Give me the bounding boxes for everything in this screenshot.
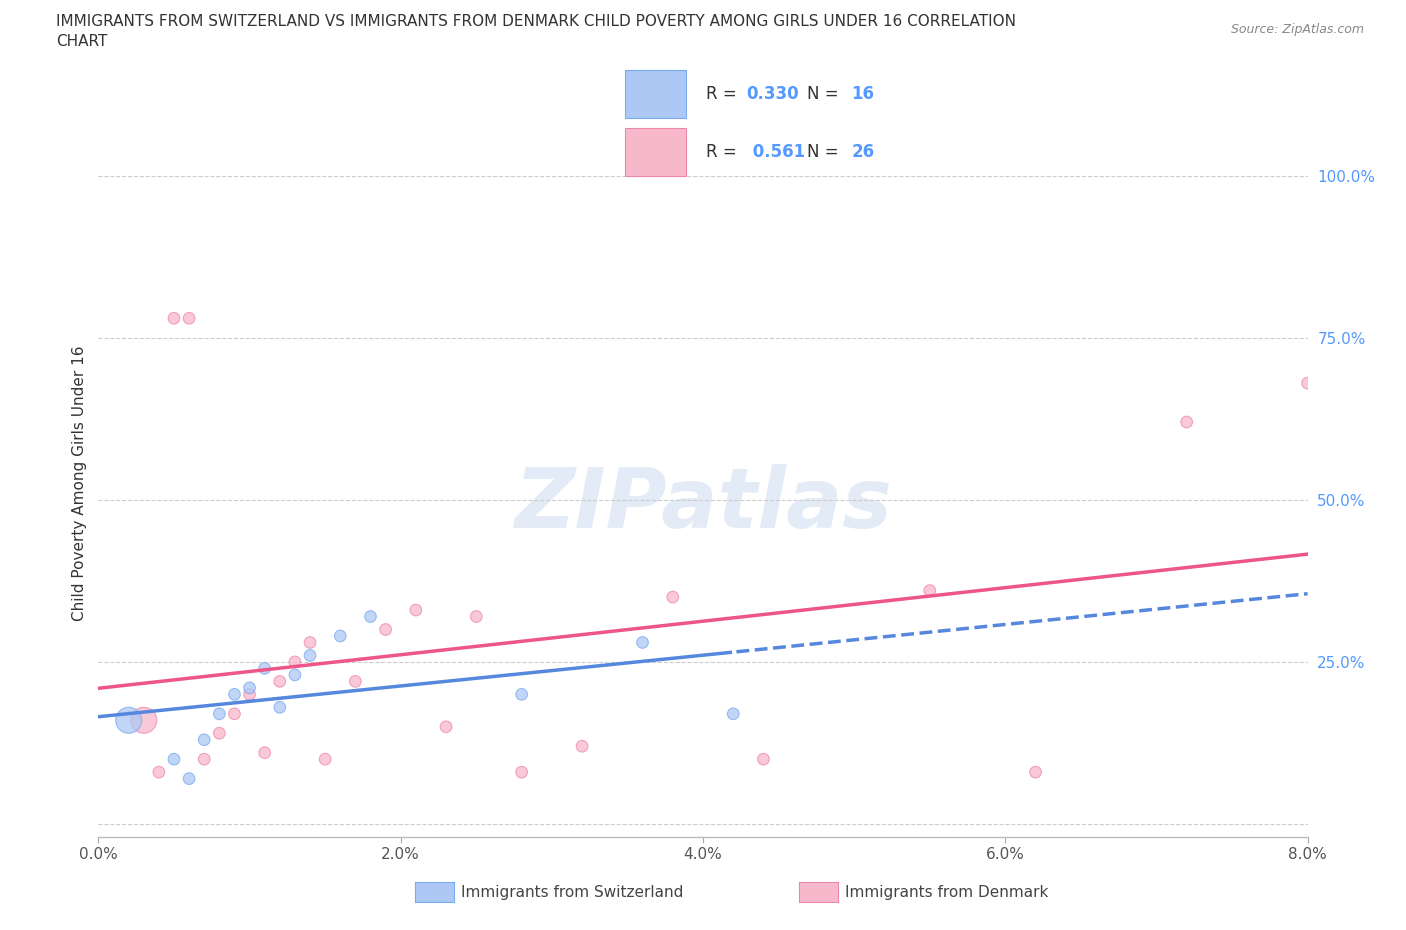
Text: Immigrants from Denmark: Immigrants from Denmark [845,885,1049,900]
Text: N =: N = [807,143,844,161]
Point [163,311,186,325]
Point [253,745,276,760]
Point [918,583,941,598]
Point [1296,376,1319,391]
Point [253,661,276,676]
Point [193,751,215,766]
Point [163,751,186,766]
Text: Source: ZipAtlas.com: Source: ZipAtlas.com [1230,23,1364,36]
Text: 0.561: 0.561 [747,143,804,161]
Point [239,687,262,702]
Text: R =: R = [706,143,742,161]
Point [465,609,488,624]
Text: 0.330: 0.330 [747,86,799,103]
Point [299,648,322,663]
Point [405,603,427,618]
Point [224,687,246,702]
Point [179,311,201,325]
Point [329,629,352,644]
Point [1024,764,1046,779]
Point [510,764,533,779]
Point [752,751,775,766]
Y-axis label: Child Poverty Among Girls Under 16: Child Poverty Among Girls Under 16 [72,346,87,621]
Point [299,635,322,650]
Point [118,712,141,727]
Text: Immigrants from Switzerland: Immigrants from Switzerland [461,885,683,900]
Text: R =: R = [706,86,742,103]
Point [510,687,533,702]
Point [148,764,170,779]
Point [284,668,307,683]
Point [631,635,654,650]
Point [359,609,381,624]
Point [208,725,231,740]
Text: ZIPatlas: ZIPatlas [515,464,891,545]
Bar [626,71,686,118]
Text: 16: 16 [851,86,875,103]
Point [1175,415,1198,430]
Point [661,590,683,604]
Point [284,655,307,670]
Point [344,674,367,689]
Point [193,732,215,747]
Text: N =: N = [807,86,844,103]
Point [434,719,457,734]
Point [224,707,246,722]
Point [269,674,291,689]
Point [374,622,396,637]
Point [179,771,201,786]
Text: IMMIGRANTS FROM SWITZERLAND VS IMMIGRANTS FROM DENMARK CHILD POVERTY AMONG GIRLS: IMMIGRANTS FROM SWITZERLAND VS IMMIGRANT… [56,14,1017,48]
Point [269,700,291,715]
Text: 26: 26 [851,143,875,161]
Point [571,738,593,753]
Point [208,707,231,722]
Point [239,681,262,696]
Point [132,712,155,727]
Point [314,751,336,766]
Point [723,707,745,722]
Bar [626,128,686,176]
